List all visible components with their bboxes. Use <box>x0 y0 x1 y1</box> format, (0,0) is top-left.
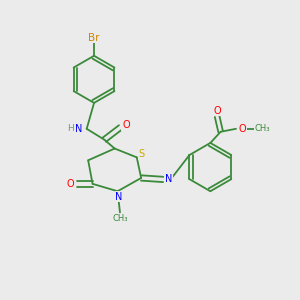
Text: O: O <box>238 124 246 134</box>
Text: Br: Br <box>88 32 100 43</box>
Text: N: N <box>165 174 172 184</box>
Text: H: H <box>67 124 74 133</box>
Text: S: S <box>139 149 145 159</box>
Text: N: N <box>75 124 82 134</box>
Text: O: O <box>122 120 130 130</box>
Text: CH₃: CH₃ <box>255 124 270 133</box>
Text: O: O <box>67 179 75 189</box>
Text: N: N <box>116 191 123 202</box>
Text: O: O <box>213 106 221 116</box>
Text: CH₃: CH₃ <box>112 214 128 224</box>
